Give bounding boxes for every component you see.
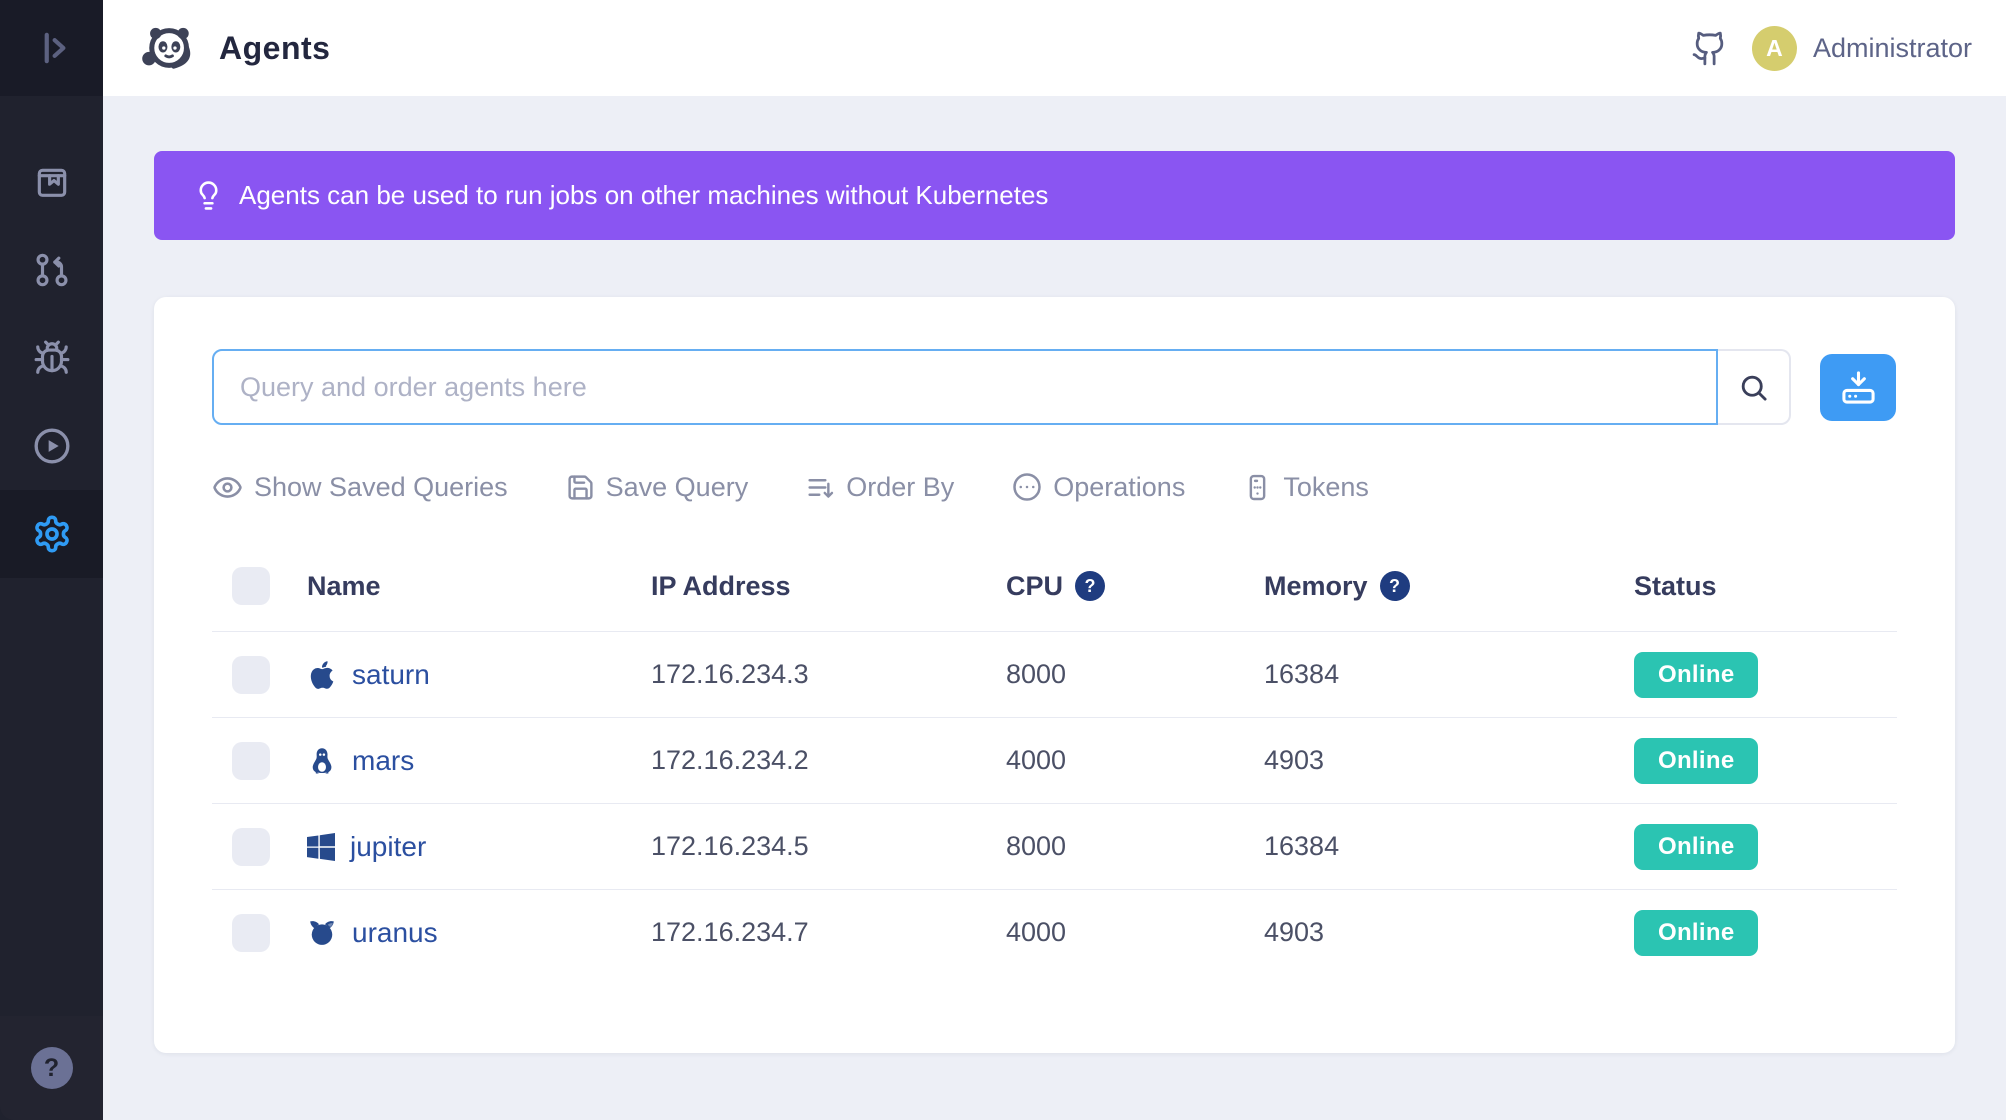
- table-header-row: Name IP Address CPU ? Memory ? Status: [212, 541, 1897, 631]
- agents-card: Show Saved Queries Save Query Order By O…: [154, 297, 1955, 1053]
- agent-name: jupiter: [350, 830, 427, 862]
- order-by-button[interactable]: Order By: [806, 472, 954, 503]
- tokens-button[interactable]: Tokens: [1243, 472, 1369, 503]
- table-row: mars 172.16.234.2 4000 4903 Online: [212, 717, 1897, 803]
- sidebar-item-help[interactable]: ?: [0, 1016, 103, 1120]
- search-icon: [1738, 372, 1769, 403]
- agent-name-link[interactable]: saturn: [307, 659, 651, 691]
- install-agent-button[interactable]: [1820, 354, 1896, 421]
- user-name: Administrator: [1812, 32, 1972, 63]
- agent-cpu: 8000: [1006, 659, 1067, 689]
- row-checkbox[interactable]: [232, 827, 270, 866]
- agent-memory: 4903: [1264, 917, 1325, 947]
- column-header-memory: Memory: [1264, 570, 1368, 601]
- banner-text: Agents can be used to run jobs on other …: [239, 180, 1049, 210]
- search-input[interactable]: [212, 349, 1718, 425]
- row-checkbox[interactable]: [232, 913, 270, 952]
- agent-memory: 16384: [1264, 659, 1340, 689]
- question-mark-icon: ?: [30, 1047, 73, 1089]
- sidebar-item-docs[interactable]: [0, 138, 103, 226]
- git-pull-request-icon: [33, 251, 71, 289]
- agent-cpu: 4000: [1006, 745, 1067, 775]
- agent-ip: 172.16.234.5: [651, 831, 809, 861]
- sidebar-item-settings[interactable]: [0, 490, 103, 578]
- memory-help-icon[interactable]: ?: [1379, 571, 1410, 601]
- agent-ip: 172.16.234.2: [651, 745, 809, 775]
- show-saved-queries-label: Show Saved Queries: [254, 471, 508, 502]
- agent-name-link[interactable]: jupiter: [307, 831, 651, 863]
- row-checkbox[interactable]: [232, 655, 270, 694]
- agent-name: saturn: [352, 658, 430, 690]
- avatar: A: [1751, 25, 1797, 71]
- tokens-label: Tokens: [1283, 471, 1369, 502]
- github-icon[interactable]: [1691, 30, 1728, 67]
- table-row: uranus 172.16.234.7 4000 4903 Online: [212, 889, 1897, 975]
- sort-descending-icon: [806, 473, 835, 502]
- agent-name: uranus: [352, 916, 438, 948]
- sidebar-item-issues[interactable]: [0, 314, 103, 402]
- top-header: Agents A Administrator: [103, 0, 2006, 96]
- agent-name-link[interactable]: uranus: [307, 917, 651, 949]
- column-header-name: Name: [307, 570, 381, 601]
- status-badge: Online: [1634, 651, 1759, 698]
- agent-ip: 172.16.234.3: [651, 659, 809, 689]
- cpu-help-icon[interactable]: ?: [1075, 571, 1106, 601]
- hard-drive-download-icon: [1841, 370, 1876, 405]
- eye-icon: [212, 472, 243, 503]
- show-saved-queries-button[interactable]: Show Saved Queries: [212, 472, 508, 503]
- agent-name-link[interactable]: mars: [307, 745, 651, 777]
- agents-table-body: saturn 172.16.234.3 8000 16384 Online ma…: [212, 631, 1897, 975]
- sidebar-expand-toggle[interactable]: [0, 0, 103, 96]
- column-header-status: Status: [1634, 570, 1717, 601]
- row-checkbox[interactable]: [232, 741, 270, 780]
- save-query-button[interactable]: Save Query: [566, 471, 749, 503]
- status-badge: Online: [1634, 737, 1759, 784]
- user-menu[interactable]: A Administrator: [1751, 25, 1972, 71]
- info-banner: Agents can be used to run jobs on other …: [154, 151, 1955, 240]
- operations-button[interactable]: Operations: [1012, 472, 1185, 503]
- agent-memory: 4903: [1264, 745, 1325, 775]
- column-header-cpu: CPU: [1006, 570, 1064, 601]
- apple-icon: [307, 660, 337, 690]
- token-device-icon: [1243, 473, 1272, 502]
- agent-memory: 16384: [1264, 831, 1340, 861]
- save-query-label: Save Query: [605, 471, 749, 502]
- agent-cpu: 4000: [1006, 917, 1067, 947]
- status-badge: Online: [1634, 909, 1759, 956]
- table-row: saturn 172.16.234.3 8000 16384 Online: [212, 631, 1897, 717]
- status-badge: Online: [1634, 823, 1759, 870]
- sidebar-expand-icon: [31, 27, 73, 69]
- save-icon: [566, 473, 595, 502]
- gear-icon: [32, 514, 72, 554]
- agents-table: Name IP Address CPU ? Memory ? Status: [212, 541, 1897, 975]
- linux-icon: [307, 746, 337, 776]
- order-by-label: Order By: [846, 471, 955, 502]
- sidebar-item-runs[interactable]: [0, 402, 103, 490]
- search-button[interactable]: [1718, 349, 1791, 425]
- panda-logo: [137, 20, 199, 76]
- circle-ellipsis-icon: [1012, 472, 1042, 502]
- lightbulb-icon: [193, 180, 224, 211]
- agent-name: mars: [352, 744, 415, 776]
- sidebar-nav: [0, 96, 103, 578]
- query-toolbar: Show Saved Queries Save Query Order By O…: [212, 467, 1369, 507]
- page-title: Agents: [219, 29, 331, 66]
- operations-label: Operations: [1053, 471, 1186, 502]
- agent-ip: 172.16.234.7: [651, 917, 809, 947]
- column-header-ip: IP Address: [651, 570, 791, 601]
- windows-icon: [307, 832, 335, 861]
- freebsd-icon: [307, 918, 337, 948]
- select-all-checkbox[interactable]: [232, 567, 270, 605]
- table-row: jupiter 172.16.234.5 8000 16384 Online: [212, 803, 1897, 889]
- bug-icon: [33, 339, 71, 377]
- book-marked-icon: [33, 163, 71, 201]
- sidebar-item-pull-requests[interactable]: [0, 226, 103, 314]
- agent-cpu: 8000: [1006, 831, 1067, 861]
- sidebar: ?: [0, 0, 103, 1120]
- play-circle-icon: [32, 426, 72, 466]
